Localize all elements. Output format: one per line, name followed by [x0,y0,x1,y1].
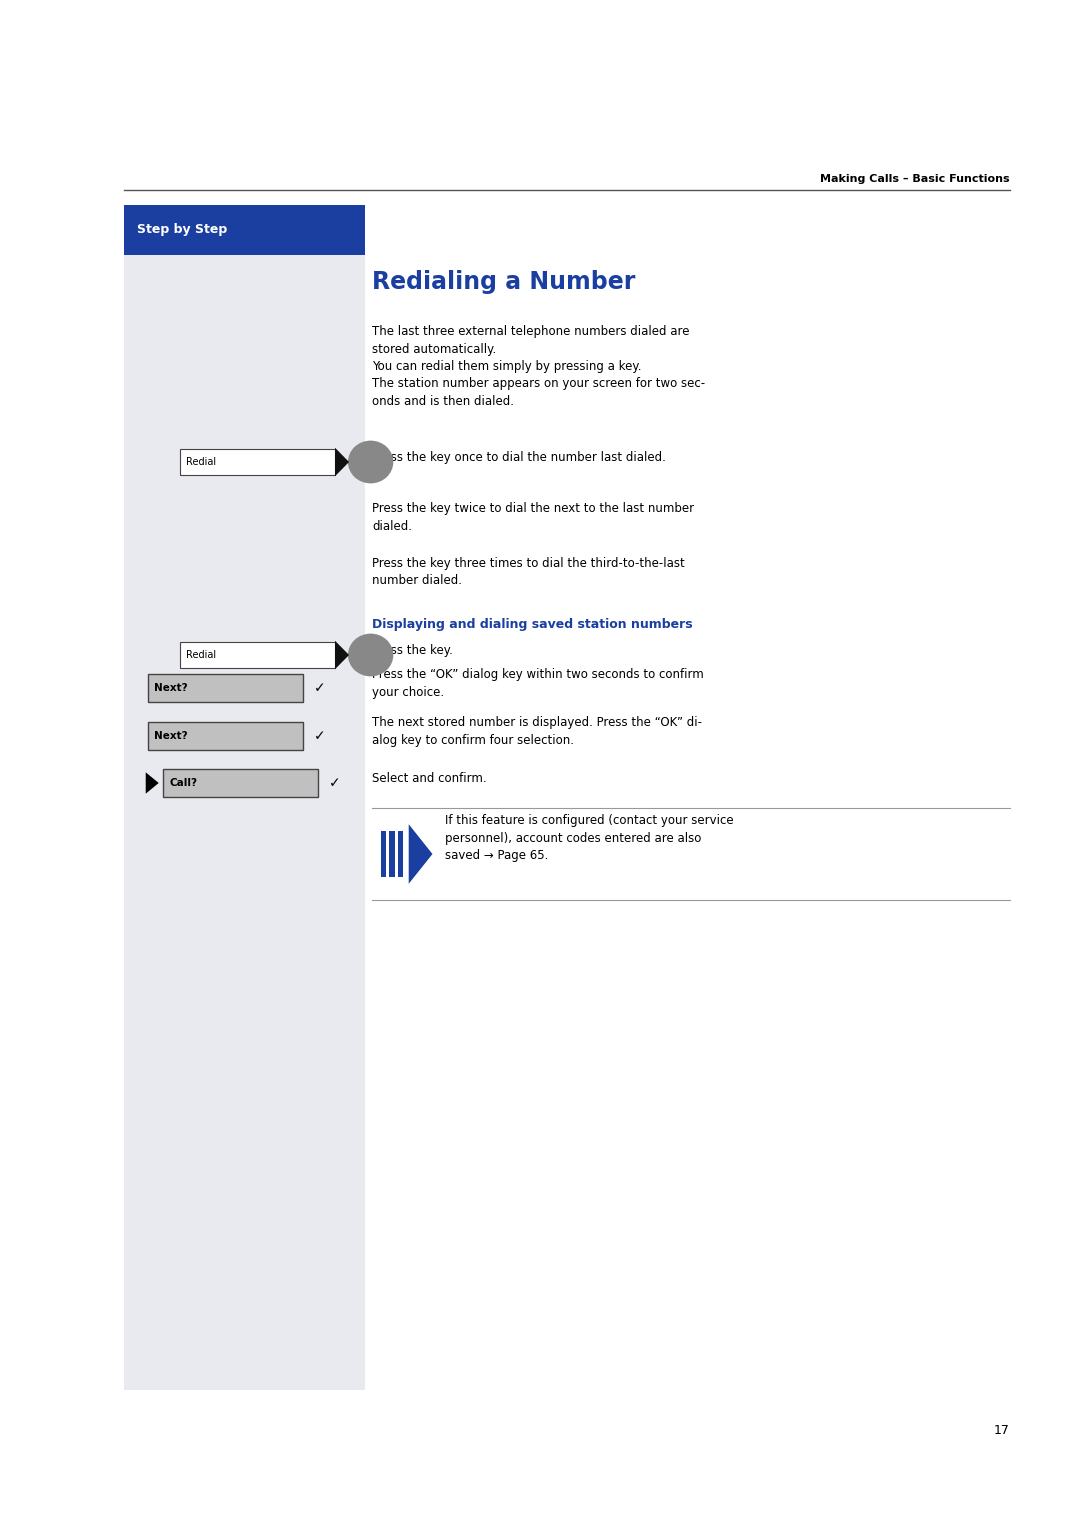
Bar [124,205,365,255]
FancyBboxPatch shape [163,769,318,796]
Text: Displaying and dialing saved station numbers: Displaying and dialing saved station num… [372,617,692,631]
Text: If this feature is configured (contact your service
personnel), account codes en: If this feature is configured (contact y… [445,814,734,862]
Polygon shape [335,448,349,477]
FancyBboxPatch shape [148,674,303,701]
Text: Next?: Next? [154,683,188,694]
FancyBboxPatch shape [148,723,303,750]
Polygon shape [408,824,432,883]
Text: Press the “OK” dialog key within two seconds to confirm
your choice.: Press the “OK” dialog key within two sec… [372,668,704,698]
Text: ✓: ✓ [314,681,325,695]
Text: Press the key three times to dial the third-to-the-last
number dialed.: Press the key three times to dial the th… [372,558,685,587]
Text: ✓: ✓ [328,776,340,790]
Text: Step by Step: Step by Step [137,223,227,237]
Ellipse shape [348,440,393,483]
Text: Redial: Redial [187,457,217,468]
Bar [124,205,365,1390]
FancyBboxPatch shape [180,642,335,668]
Text: Next?: Next? [154,730,188,741]
Text: Select and confirm.: Select and confirm. [372,772,487,785]
Text: The next stored number is displayed. Press the “OK” di-
alog key to confirm four: The next stored number is displayed. Pre… [372,717,702,747]
Text: ✓: ✓ [314,729,325,743]
FancyBboxPatch shape [180,449,335,475]
Bar [380,831,386,877]
Text: Redial: Redial [187,649,217,660]
Text: Press the key.: Press the key. [372,643,453,657]
Bar [397,831,403,877]
Text: The last three external telephone numbers dialed are
stored automatically.
You c: The last three external telephone number… [372,325,705,408]
Polygon shape [335,640,349,669]
Text: 17: 17 [994,1424,1010,1436]
Text: Press the key once to dial the number last dialed.: Press the key once to dial the number la… [372,451,666,465]
Bar [389,831,394,877]
Polygon shape [146,772,159,793]
Text: Redialing a Number: Redialing a Number [372,270,635,293]
Text: Press the key twice to dial the next to the last number
dialed.: Press the key twice to dial the next to … [372,503,694,532]
Ellipse shape [348,634,393,677]
Text: Making Calls – Basic Functions: Making Calls – Basic Functions [821,174,1010,183]
Text: Call?: Call? [170,778,198,788]
